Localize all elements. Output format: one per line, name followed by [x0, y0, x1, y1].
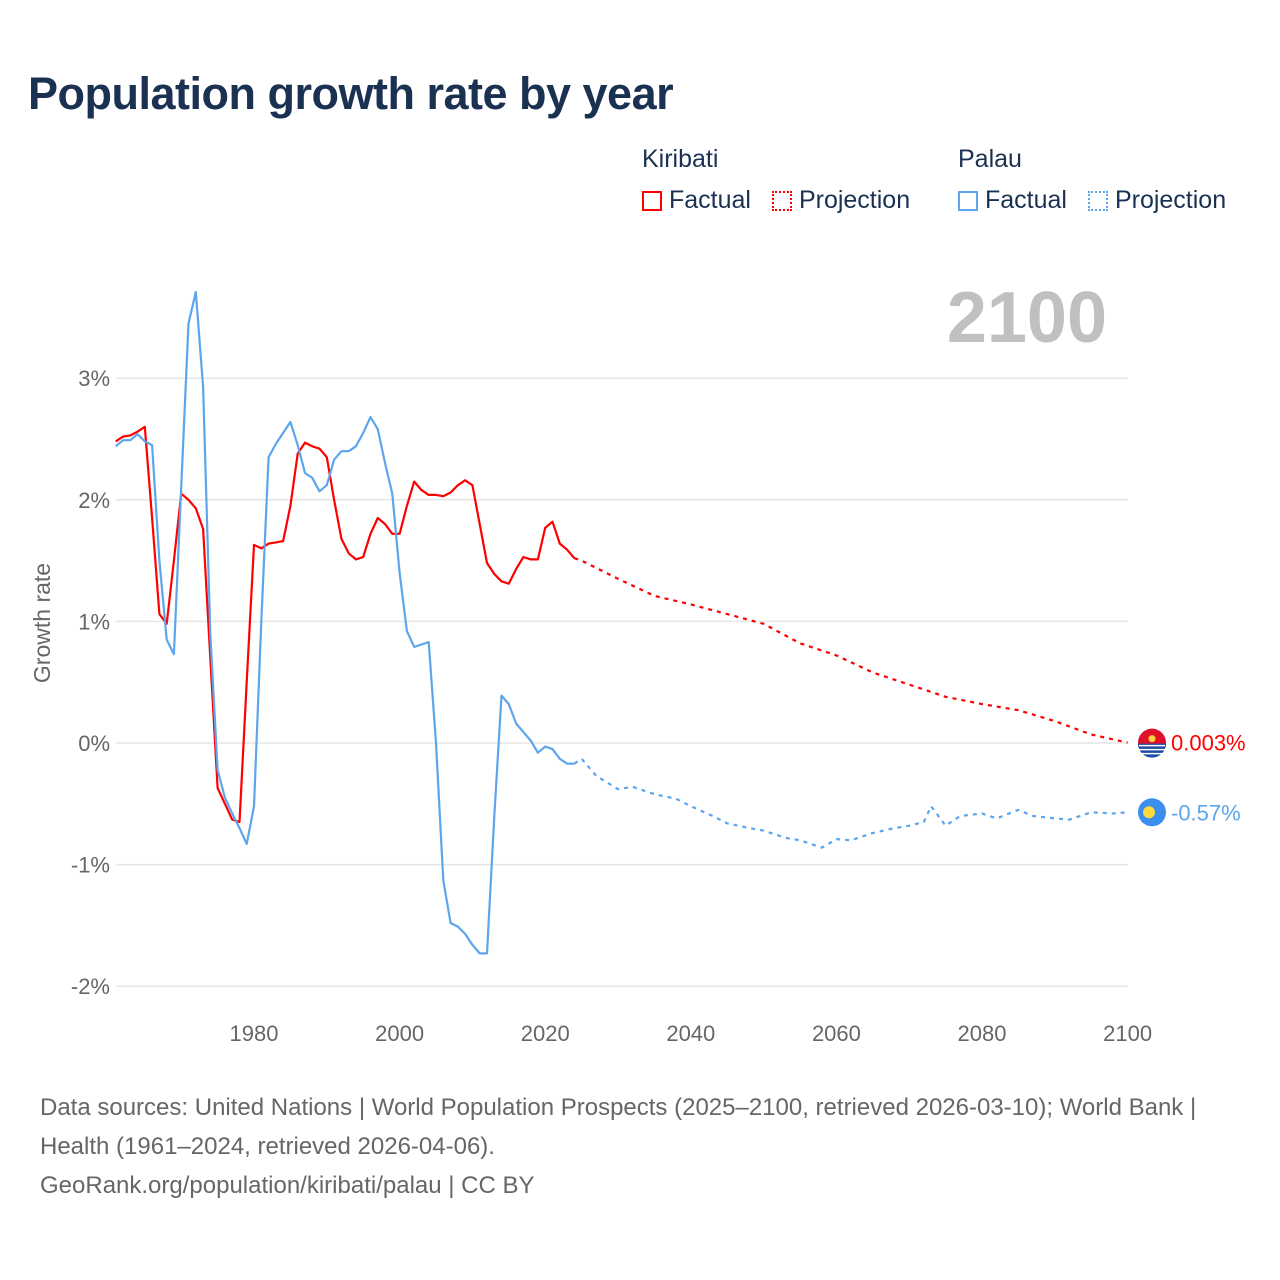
x-tick-label: 2020	[521, 1021, 570, 1046]
legend-kiribati: Kiribati Factual Projection	[642, 145, 924, 218]
y-tick-label: 2%	[78, 488, 110, 513]
legend-label: Projection	[1114, 186, 1227, 214]
series-palau-projection-line	[573, 757, 1128, 849]
legend-item-factual[interactable]: Factual	[958, 186, 1067, 215]
y-axis-label: Growth rate	[29, 563, 55, 683]
legend-palau: Palau Factual Projection	[958, 145, 1240, 218]
x-tick-label: 2060	[812, 1021, 861, 1046]
y-tick-label: 3%	[78, 366, 110, 391]
y-tick-label: -2%	[71, 974, 110, 999]
end-value-label: 0.003%	[1171, 731, 1246, 756]
y-tick-label: 1%	[78, 609, 110, 634]
legend-item-factual[interactable]: Factual	[642, 186, 751, 215]
flag-palau-icon	[1138, 798, 1166, 827]
series-kiribati-factual-line	[115, 425, 576, 824]
x-tick-label: 2080	[958, 1021, 1007, 1046]
chart-title: Population growth rate by year	[28, 68, 674, 119]
flag-sun	[1148, 735, 1156, 743]
legend-item-projection[interactable]: Projection	[1087, 186, 1227, 215]
legend-label: Factual	[985, 186, 1067, 214]
legend-item-projection[interactable]: Projection	[771, 186, 911, 215]
x-tick-label: 1980	[230, 1021, 279, 1046]
y-tick-label: 0%	[78, 731, 110, 756]
x-tick-label: 2100	[1103, 1021, 1152, 1046]
legend-swatch	[1087, 190, 1108, 211]
data-sources: Data sources: United Nations | World Pop…	[40, 1094, 1197, 1160]
year-watermark: 2100	[947, 278, 1107, 358]
series-kiribati-projection-line	[573, 557, 1128, 744]
y-tick-label: -1%	[71, 853, 110, 878]
x-tick-label: 2040	[666, 1021, 715, 1046]
flag-kiribati-icon	[1138, 728, 1167, 758]
series-palau-factual-line	[114, 290, 575, 955]
legend-label: Factual	[669, 186, 751, 214]
legend-title: Kiribati	[642, 145, 719, 173]
x-tick-label: 2000	[375, 1021, 424, 1046]
legend-swatch	[642, 190, 662, 211]
credit-link[interactable]: GeoRank.org/population/kiribati/palau | …	[40, 1172, 535, 1199]
legend-swatch	[958, 190, 978, 211]
legend-title: Palau	[958, 145, 1022, 173]
end-value-label: -0.57%	[1171, 800, 1241, 825]
flag-moon	[1143, 806, 1155, 819]
footer: Data sources: United Nations | World Pop…	[40, 1088, 1240, 1205]
legend-swatch	[771, 190, 792, 211]
legend-label: Projection	[798, 186, 911, 214]
